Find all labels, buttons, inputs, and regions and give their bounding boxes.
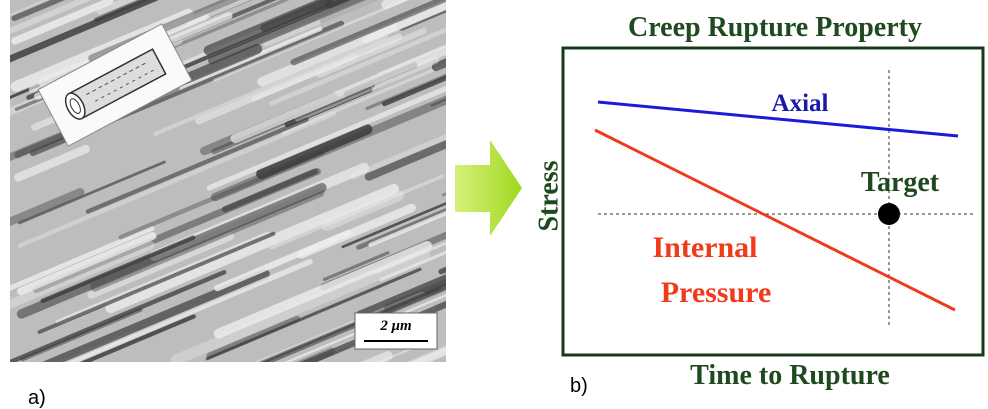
- streak: [37, 231, 276, 334]
- panel-label: b): [570, 375, 588, 397]
- streak: [300, 300, 446, 362]
- streak: [210, 95, 446, 202]
- streak: [256, 124, 373, 180]
- streak: [384, 278, 446, 314]
- streak: [284, 87, 373, 128]
- plot-frame: [561, 46, 985, 357]
- streak: [364, 139, 446, 181]
- streak: [356, 207, 446, 250]
- streak: [290, 0, 446, 66]
- streak: [17, 160, 166, 225]
- chart-title: Creep Rupture Property: [628, 12, 922, 43]
- streak: [269, 174, 445, 250]
- streak: [20, 307, 143, 362]
- streak: [207, 0, 366, 65]
- panel-label: a): [28, 387, 46, 409]
- streak: [213, 241, 433, 339]
- streak: [477, 0, 569, 25]
- streak: [206, 315, 301, 359]
- streak: [230, 44, 446, 144]
- streak: [17, 111, 337, 248]
- streak: [360, 351, 393, 362]
- streak: [365, 73, 446, 110]
- streak: [257, 0, 446, 87]
- streak: [322, 251, 390, 282]
- streak: [87, 232, 235, 299]
- streak: [118, 150, 325, 240]
- streak: [64, 258, 313, 362]
- x-axis-label: Time to Rupture: [690, 360, 890, 391]
- scale-bar-label: 2 μm: [379, 318, 411, 334]
- streak: [213, 0, 410, 82]
- streak: [10, 188, 85, 227]
- streak: [10, 0, 92, 35]
- streak: [294, 56, 440, 122]
- streak: [80, 314, 196, 362]
- streak: [430, 98, 446, 107]
- streak: [214, 229, 352, 292]
- streak: [11, 0, 66, 22]
- streak: [40, 235, 196, 304]
- streak: [284, 294, 446, 362]
- internal-pressure-label: Pressure: [661, 276, 772, 309]
- streak: [368, 210, 446, 247]
- arrow: [455, 140, 522, 236]
- streak: [222, 168, 319, 213]
- streak: [203, 0, 333, 56]
- streak: [17, 232, 157, 296]
- streak: [382, 75, 446, 107]
- streak: [105, 183, 399, 314]
- axial-line: [597, 100, 959, 138]
- target-point: [878, 203, 900, 225]
- streak: [85, 117, 309, 214]
- streak: [355, 274, 446, 321]
- streak: [195, 33, 403, 125]
- streak: [10, 226, 155, 291]
- target-label: Target: [861, 167, 940, 198]
- y-axis-label: Stress: [533, 160, 564, 231]
- streak: [321, 190, 404, 232]
- internal-pressure-label: Internal: [653, 231, 758, 264]
- streak: [206, 85, 446, 191]
- streak: [174, 0, 349, 73]
- axial-label: Axial: [772, 90, 829, 117]
- streak: [10, 0, 159, 63]
- streak: [170, 249, 431, 362]
- streak: [153, 34, 389, 136]
- scale-bar-box: [354, 312, 438, 350]
- streak: [296, 347, 336, 362]
- streak: [431, 58, 446, 72]
- streak: [316, 27, 427, 78]
- streak: [262, 287, 442, 362]
- streak: [205, 267, 422, 361]
- streak: [32, 168, 321, 294]
- tube-icon: [37, 23, 193, 147]
- streak: [341, 202, 446, 249]
- streak: [319, 0, 379, 24]
- micrograph: 2 μm: [10, 0, 569, 362]
- streak: [10, 270, 227, 362]
- streak: [42, 268, 270, 362]
- streak: [93, 0, 150, 23]
- streak: [16, 183, 327, 319]
- streak: [379, 250, 446, 282]
- streak: [13, 144, 90, 182]
- streak: [11, 0, 114, 45]
- streak: [262, 0, 378, 47]
- streak: [349, 133, 446, 180]
- streak: [10, 240, 155, 310]
- streak: [269, 27, 446, 106]
- streak: [281, 62, 446, 135]
- internal-pressure-line: [594, 128, 956, 312]
